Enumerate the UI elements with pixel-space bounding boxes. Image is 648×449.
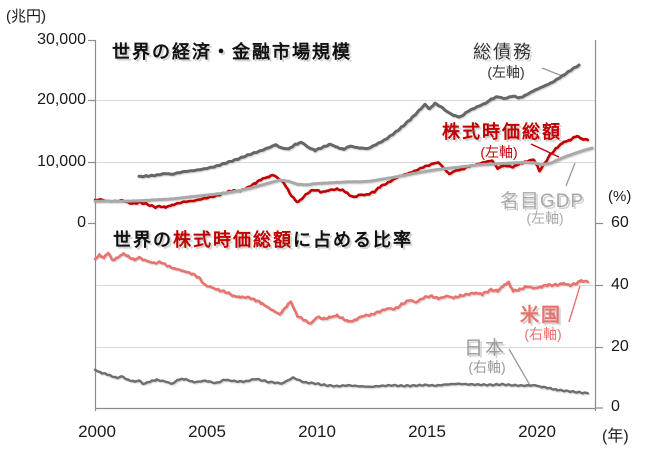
us-leader-line bbox=[568, 285, 581, 323]
left-tick-20000: 20,000 bbox=[37, 91, 86, 108]
chart-title: 世界の経済・金融市場規模 bbox=[112, 42, 352, 62]
data-series-layer bbox=[93, 63, 594, 395]
gdp-axis-note: (左軸) bbox=[526, 210, 564, 226]
series-line-gdp bbox=[93, 146, 594, 203]
us-series-label: 米国 bbox=[519, 305, 562, 326]
right-tick-60: 60 bbox=[611, 214, 629, 231]
right-tick-40: 40 bbox=[611, 276, 629, 293]
x-tick-2010: 2010 bbox=[298, 422, 336, 441]
left-tick-10000: 10,000 bbox=[37, 153, 86, 170]
subtitle-part-3: に占める比率 bbox=[293, 230, 413, 250]
japan-leader-line bbox=[508, 348, 532, 388]
x-tick-2015: 2015 bbox=[408, 422, 446, 441]
debt-axis-note: (左軸) bbox=[487, 64, 525, 80]
equity-leader-line bbox=[530, 143, 560, 158]
chart-subtitle: 世界の株式時価総額に占める比率 bbox=[113, 226, 413, 252]
right-tick-0: 0 bbox=[611, 398, 620, 415]
left-tick-30000: 30,000 bbox=[37, 31, 86, 48]
x-tick-2000: 2000 bbox=[78, 422, 116, 441]
gdp-series-label: 名目GDP bbox=[499, 191, 585, 212]
us-axis-note: (右軸) bbox=[524, 326, 562, 342]
left-axis-unit: (兆円) bbox=[6, 8, 46, 25]
equity-axis-note: (左軸) bbox=[480, 144, 518, 160]
subtitle-part-1: 世界の bbox=[113, 230, 173, 250]
japan-series-label: 日本 bbox=[463, 338, 506, 359]
equity-series-label: 株式時価総額 bbox=[442, 122, 562, 142]
series-line-equity bbox=[93, 134, 590, 210]
series-line-debt bbox=[137, 63, 581, 179]
right-tick-20: 20 bbox=[611, 338, 629, 355]
series-line-japan bbox=[93, 368, 589, 395]
leader-lines bbox=[508, 67, 581, 388]
x-tick-2020: 2020 bbox=[518, 422, 556, 441]
debt-series-label: 総債務 bbox=[473, 42, 533, 62]
gdp-leader-line bbox=[565, 162, 576, 187]
x-axis-unit: (年) bbox=[602, 428, 629, 445]
left-tick-0: 0 bbox=[77, 214, 86, 231]
subtitle-part-2-highlight: 株式時価総額 bbox=[173, 230, 293, 250]
right-axis-unit: (%) bbox=[608, 188, 632, 205]
tick-marks bbox=[88, 39, 603, 409]
japan-axis-note: (右軸) bbox=[468, 359, 506, 375]
series-line-us bbox=[93, 251, 590, 325]
axis-lines bbox=[94, 40, 597, 411]
x-tick-2005: 2005 bbox=[188, 422, 226, 441]
